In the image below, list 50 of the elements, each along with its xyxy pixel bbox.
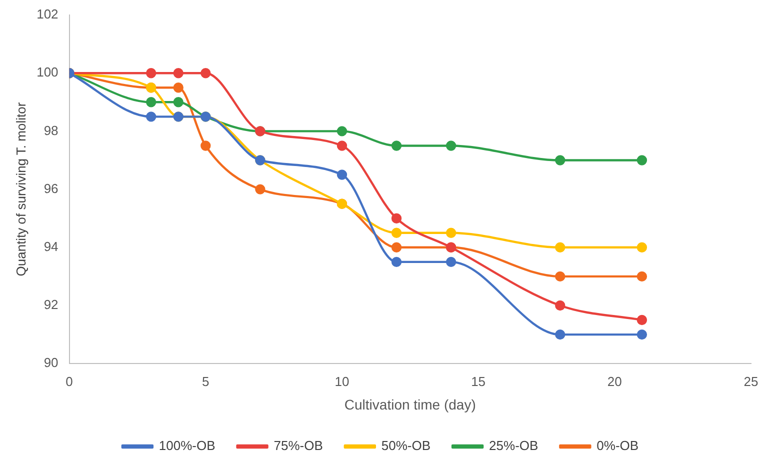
point [391,228,402,238]
point [146,68,156,78]
point [555,242,566,252]
point [636,329,648,340]
point [173,82,184,93]
point [446,140,456,151]
y-tick-label: 90 [44,355,58,370]
legend-label: 100%-OB [158,438,216,454]
x-tick-label: 10 [334,374,350,389]
point [200,140,211,151]
point [636,242,648,252]
y-tick-label: 102 [36,6,58,22]
x-tick-label: 25 [744,374,758,389]
point [255,184,266,194]
point [146,112,156,122]
y-tick-label: 96 [44,180,58,196]
point [391,213,402,224]
y-tick-label: 92 [44,297,58,312]
legend-label: 75%-OB [274,438,323,454]
point [391,256,402,268]
x-tick-label: 5 [202,374,210,389]
point [636,155,648,166]
point [336,140,348,151]
y-tick-label: 100 [36,64,58,80]
point [555,300,566,311]
x-axis-title: Cultivation time (day) [344,396,476,412]
point [336,170,348,180]
point [391,242,402,252]
point [446,256,456,268]
point [636,271,648,282]
legend-label: 0%-OB [596,438,639,454]
point [555,271,566,282]
x-tick-label: 0 [66,374,73,389]
legend-label: 25%-OB [489,438,538,454]
y-tick-label: 98 [44,122,58,138]
point [336,126,348,136]
y-tick-label: 94 [44,238,58,254]
point [391,140,402,151]
point [555,329,566,340]
point [200,68,211,78]
x-tick-label: 20 [607,374,622,389]
legend-label: 50%-OB [381,438,431,454]
y-axis-title: Quantity of surviving T. molitor [13,102,28,276]
point [555,155,566,166]
point [146,97,156,108]
point [173,97,184,108]
point [173,68,184,78]
point [636,314,648,326]
point [446,228,456,238]
x-tick-label: 15 [471,374,486,389]
